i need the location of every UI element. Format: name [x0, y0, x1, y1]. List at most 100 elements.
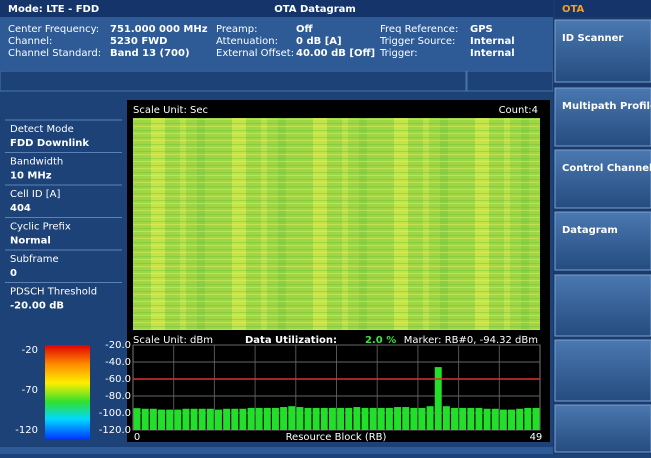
y-tick-label: -60.0 — [105, 374, 131, 385]
bar — [328, 407, 336, 430]
y-tick-label: -100.0 — [99, 408, 131, 419]
param-value: -20.00 dB — [10, 301, 64, 312]
colorbar-label: -20 — [22, 345, 38, 356]
menu-title-bar — [555, 0, 651, 17]
bar — [451, 407, 458, 430]
x-tick-label: 0 — [134, 432, 140, 443]
title: OTA Datagram — [274, 4, 356, 15]
param-label: Bandwidth — [10, 157, 63, 168]
colorbar-label: -70 — [22, 385, 38, 396]
param-value: 404 — [10, 203, 31, 214]
info-label: Channel: — [8, 36, 52, 47]
utilization: 2.0 % — [365, 335, 396, 346]
chart-scale-unit: Scale Unit: dBm — [133, 335, 213, 346]
bar — [418, 407, 426, 430]
bar — [442, 406, 450, 430]
bar — [174, 409, 182, 430]
param-label: PDSCH Threshold — [10, 287, 97, 298]
info-value: 40.00 dB [Off] — [296, 48, 375, 59]
bar — [467, 407, 475, 430]
bar — [361, 407, 369, 430]
menu-button[interactable] — [554, 19, 651, 83]
bar — [434, 367, 442, 430]
bar — [499, 409, 507, 430]
bar — [516, 408, 524, 430]
status-bar — [0, 70, 467, 92]
info-value: Internal — [470, 48, 515, 59]
spectrogram-lines — [133, 118, 540, 330]
bar — [483, 408, 491, 430]
param-value: 10 MHz — [10, 171, 52, 182]
info-label: Center Frequency: — [8, 24, 99, 35]
bar — [410, 407, 418, 430]
info-value: Off — [296, 24, 314, 35]
bar — [296, 407, 304, 430]
bar — [377, 407, 385, 430]
footer-bar — [0, 447, 553, 454]
info-value: 0 dB [A] — [296, 36, 342, 47]
x-tick-label: 49 — [530, 432, 543, 443]
param-value: FDD Downlink — [10, 138, 89, 149]
info-label: Trigger Source: — [379, 36, 455, 47]
bar — [508, 409, 515, 430]
bar — [426, 406, 434, 430]
param-value: Normal — [10, 236, 51, 247]
bar — [353, 407, 361, 430]
bar — [304, 407, 312, 430]
mode: Mode: LTE - FDD — [8, 4, 99, 15]
count: Count:4 — [499, 105, 538, 116]
bar — [223, 408, 231, 430]
info-value: 5230 FWD — [110, 36, 167, 47]
param-label: Cyclic Prefix — [10, 222, 71, 233]
menu-button-label: ID Scanner — [562, 33, 623, 44]
menu-button[interactable] — [554, 87, 651, 147]
menu-button[interactable] — [554, 274, 651, 337]
y-tick-label: -20.0 — [105, 340, 131, 351]
bar — [133, 408, 141, 430]
bar — [239, 408, 247, 430]
bar — [280, 407, 288, 430]
y-tick-label: -120.0 — [99, 425, 131, 436]
bar — [206, 408, 214, 430]
header-bar — [0, 0, 553, 17]
info-value: GPS — [470, 24, 493, 35]
bar — [271, 407, 279, 430]
menu-button[interactable] — [554, 339, 651, 402]
x-axis-label: Resource Block (RB) — [286, 432, 387, 443]
bar — [532, 407, 540, 430]
info-panel — [0, 17, 553, 70]
menu-button-label: Control Channel — [562, 163, 651, 174]
scale-unit: Scale Unit: Sec — [133, 105, 208, 116]
bar — [524, 407, 532, 430]
bar — [231, 408, 239, 430]
bar — [263, 407, 271, 430]
menu-button[interactable] — [554, 149, 651, 209]
bar — [215, 409, 222, 430]
menu-button-label: Multipath Profile — [562, 101, 651, 112]
menu-button[interactable] — [554, 404, 651, 453]
param-label: Cell ID [A] — [10, 189, 60, 200]
bar — [288, 406, 296, 430]
bar — [255, 407, 263, 430]
bar — [166, 409, 174, 430]
info-label: Channel Standard: — [8, 48, 101, 59]
info-value: Band 13 (700) — [110, 48, 190, 59]
bar — [149, 408, 157, 430]
status-bar — [466, 70, 554, 92]
info-label: Freq Reference: — [380, 24, 458, 35]
bar — [247, 407, 255, 430]
menu-title: OTA — [562, 4, 585, 15]
bar — [385, 407, 393, 430]
info-label: External Offset: — [216, 48, 294, 59]
bar — [459, 407, 467, 430]
bar — [345, 407, 353, 430]
menu-button[interactable] — [554, 211, 651, 271]
info-label: Trigger: — [379, 48, 418, 59]
bar — [337, 407, 345, 430]
info-label: Preamp: — [216, 24, 257, 35]
info-value: Internal — [470, 36, 515, 47]
param-label: Detect Mode — [10, 124, 74, 135]
bar — [394, 407, 402, 430]
bar — [475, 407, 483, 430]
